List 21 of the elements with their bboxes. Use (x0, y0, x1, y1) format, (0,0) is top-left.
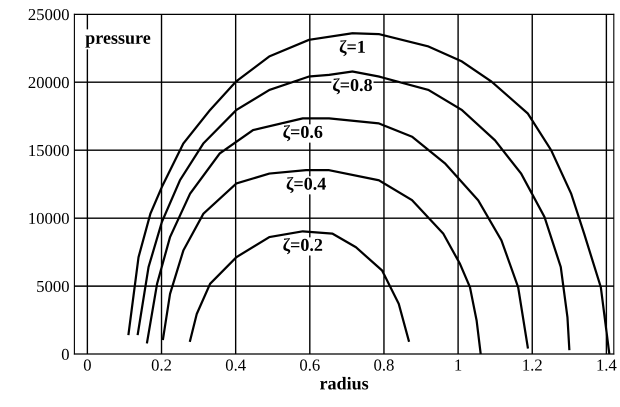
y-tick-label: 5000 (37, 280, 69, 292)
x-tick-label: 0.4 (226, 359, 246, 371)
x-tick-label: 1 (455, 360, 462, 371)
x-tick-label: 0.2 (152, 359, 172, 371)
x-axis-title: radius (320, 376, 368, 390)
x-tick-label: 0 (84, 359, 91, 371)
y-tick-label: 10000 (29, 212, 69, 224)
y-tick-label: 0 (62, 348, 69, 360)
series-label: ζ=1 (340, 40, 365, 56)
x-tick-label: 0.6 (300, 359, 320, 371)
y-axis-title: pressure (85, 35, 150, 48)
x-tick-label: 1.2 (523, 359, 542, 371)
series-label: ζ=0.8 (332, 78, 372, 94)
x-tick-label: 1.4 (597, 360, 617, 371)
series-label: ζ=0.6 (283, 125, 322, 142)
y-tick-label: 20000 (28, 76, 69, 88)
series-label: ζ=0.2 (283, 238, 322, 254)
y-tick-label: 25000 (28, 8, 69, 20)
x-tick-label: 0.8 (374, 359, 394, 371)
series-label: ζ=0.4 (286, 176, 326, 194)
y-tick-label: 15000 (29, 144, 69, 156)
